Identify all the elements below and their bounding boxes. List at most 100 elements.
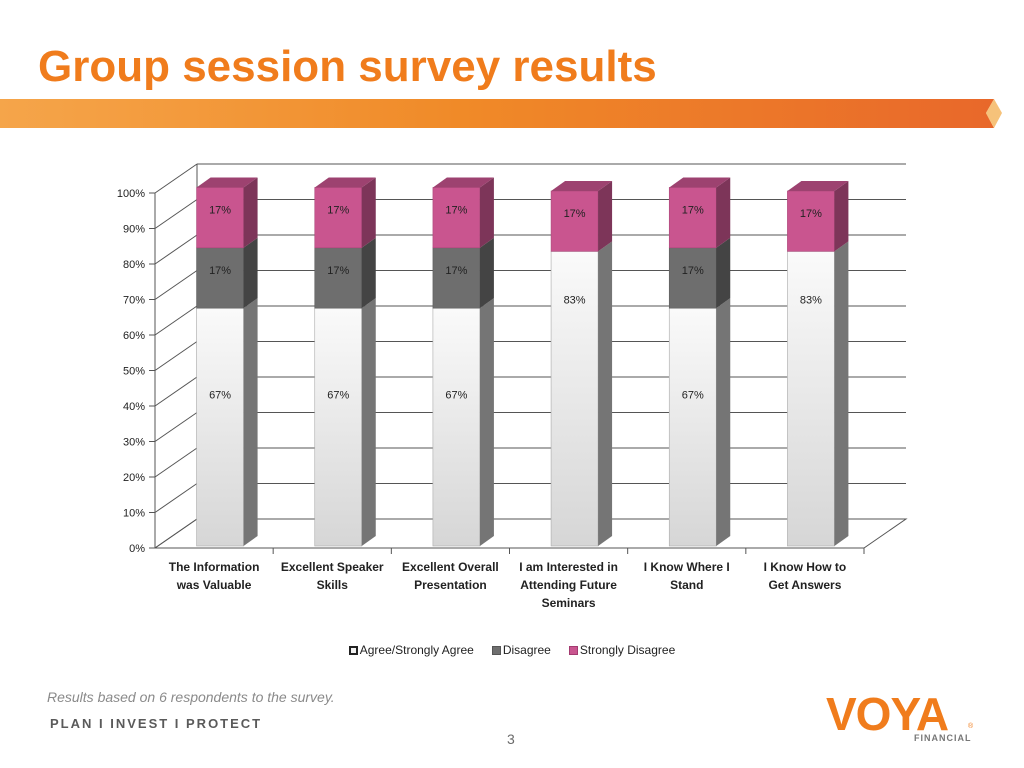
y-tick-label: 90% — [123, 224, 145, 236]
bar-segment-agree — [432, 298, 494, 547]
chart-legend: Agree/Strongly Agree Disagree Strongly D… — [0, 643, 1024, 657]
bar-side-face — [716, 298, 731, 546]
bar-top-face — [787, 181, 849, 191]
bar-segment-strongly-disagree — [196, 177, 258, 249]
data-label: 17% — [564, 208, 586, 220]
bar-front-face — [787, 251, 835, 547]
accent-bar-notch — [986, 99, 1024, 128]
bar-side-face — [243, 237, 258, 309]
bar-top-face — [551, 181, 613, 191]
data-label: 17% — [209, 265, 231, 277]
data-label: 67% — [209, 390, 231, 402]
data-label: 83% — [800, 294, 822, 306]
stacked-bar-chart: 0% 10% 20% 30% 40% 50% 60% 70% 80% 90% 100% 67% 17%… — [117, 163, 908, 610]
bar-front-face — [432, 187, 481, 249]
category-label: I am Interested in — [519, 560, 618, 574]
bar-front-face — [314, 247, 363, 309]
slide-title: Group session survey results — [38, 42, 657, 91]
y-tick-label: 60% — [123, 330, 145, 342]
data-label: 17% — [327, 265, 349, 277]
y-tick-label: 80% — [123, 259, 145, 271]
data-label: 67% — [445, 390, 467, 402]
gridline-side — [154, 483, 198, 513]
page-number: 3 — [507, 731, 515, 747]
bar-front-face — [550, 190, 599, 252]
bar-side-face — [716, 237, 731, 309]
respondents-footnote: Results based on 6 respondents to the su… — [47, 689, 335, 705]
category-label: Seminars — [542, 596, 596, 610]
y-tick-label: 20% — [123, 472, 145, 484]
category-label: The Information — [169, 560, 260, 574]
voya-financial-logo: VOYA ® FINANCIAL — [826, 691, 976, 745]
bar-front-face — [432, 247, 481, 309]
bar-top-face — [432, 177, 494, 188]
y-tick-label: 0% — [129, 543, 145, 555]
bar-side-face — [479, 237, 494, 309]
data-label: 17% — [209, 204, 231, 216]
gridline-side — [154, 270, 198, 300]
data-label: 17% — [800, 208, 822, 220]
category-label: I Know How to — [764, 560, 847, 574]
bar-side-face — [479, 298, 494, 546]
bar-side-face — [361, 298, 376, 546]
bar-front-face — [787, 190, 835, 252]
legend-swatch-disagree — [491, 645, 501, 655]
bar-front-face — [668, 187, 717, 249]
bar-segment-agree — [196, 298, 258, 547]
y-tick-label: 40% — [123, 401, 145, 413]
bar-front-face — [196, 307, 244, 547]
bar-front-face — [668, 247, 717, 309]
legend-swatch-agree — [348, 645, 358, 655]
category-label: Get Answers — [768, 578, 841, 592]
bar-front-face — [314, 307, 363, 547]
bar-front-face — [550, 251, 599, 547]
gridline-side — [154, 376, 198, 407]
logo-subtitle: FINANCIAL — [914, 733, 972, 743]
bar-side-face — [834, 241, 849, 546]
y-tick-label: 10% — [123, 508, 145, 520]
data-label: 17% — [682, 204, 704, 216]
brand-tagline: PLAN I INVEST I PROTECT — [50, 716, 263, 731]
legend-item-disagree: Disagree — [491, 643, 551, 657]
data-label: 17% — [445, 204, 467, 216]
bar-segment-agree — [787, 241, 849, 547]
gridline-side — [154, 447, 198, 478]
logo-wordmark: VOYA — [826, 688, 949, 740]
chart-bars — [196, 177, 849, 547]
bar-segment-strongly-disagree — [550, 181, 613, 252]
gridline-side — [154, 305, 198, 336]
data-label: 83% — [564, 294, 586, 306]
bar-side-face — [243, 177, 258, 248]
bar-segment-disagree — [196, 237, 258, 309]
y-tick-label: 100% — [117, 188, 145, 200]
y-axis-ticks: 0% 10% 20% 30% 40% 50% 60% 70% 80% 90% 100% — [117, 188, 865, 555]
bar-side-face — [716, 177, 731, 248]
bar-side-face — [834, 181, 849, 252]
category-label: I Know Where I — [644, 560, 730, 574]
gridline-side — [154, 234, 198, 265]
bar-top-face — [314, 177, 376, 188]
y-tick-label: 50% — [123, 366, 145, 378]
bar-side-face — [243, 298, 258, 546]
bar-front-face — [196, 187, 244, 249]
gridline-side — [154, 199, 198, 229]
legend-label-strongly-disagree: Strongly Disagree — [579, 643, 676, 657]
bar-front-face — [314, 187, 363, 249]
logo-registered-mark: ® — [968, 723, 974, 730]
data-label: 67% — [682, 390, 704, 402]
category-label: Attending Future — [520, 578, 617, 592]
category-label: Presentation — [414, 578, 487, 592]
legend-item-agree: Agree/Strongly Agree — [348, 643, 474, 657]
bar-segment-agree — [314, 298, 376, 547]
bar-segment-disagree — [432, 237, 494, 309]
bar-side-face — [479, 177, 494, 248]
bar-segment-strongly-disagree — [314, 177, 376, 249]
bar-segment-disagree — [668, 237, 731, 309]
legend-label-agree: Agree/Strongly Agree — [359, 643, 474, 657]
bar-segment-strongly-disagree — [787, 181, 849, 252]
gridline-side — [154, 163, 198, 194]
data-labels: 67% 17% 17% 67% 17% 17% 67% 17% 17% 83% 17% 67% 17% 1… — [209, 204, 822, 401]
category-label: Excellent Overall — [402, 560, 499, 574]
bar-top-face — [669, 177, 731, 188]
bar-segment-agree — [668, 298, 731, 547]
